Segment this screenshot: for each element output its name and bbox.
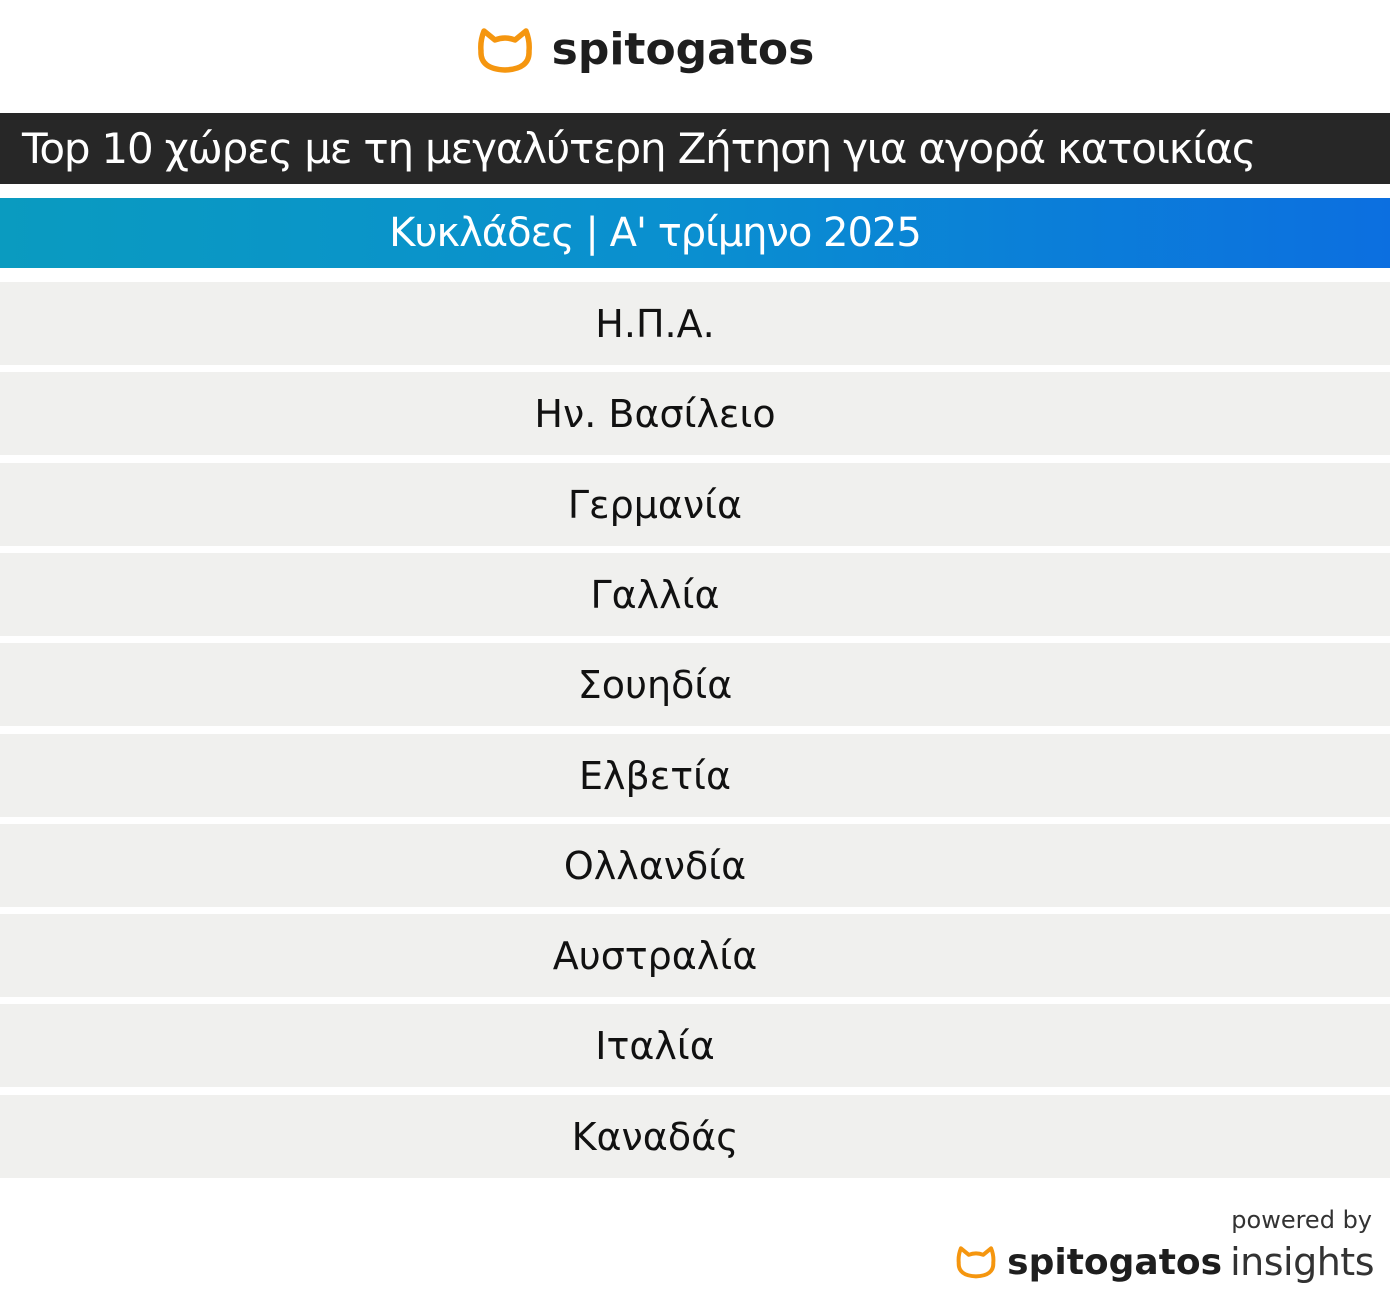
country-label: Ην. Βασίλειο <box>534 391 776 436</box>
table-row: Ολλανδία <box>0 824 1390 907</box>
table-row: Γερμανία <box>0 463 1390 546</box>
table-row: Ελβετία <box>0 734 1390 817</box>
cat-head-icon <box>477 27 532 73</box>
country-label: Γερμανία <box>567 482 743 527</box>
chart-subtitle: Κυκλάδες | Α' τρίμηνο 2025 <box>389 210 922 256</box>
subtitle-bar: Κυκλάδες | Α' τρίμηνο 2025 <box>0 198 1390 268</box>
country-label: Η.Π.Α. <box>595 301 715 346</box>
table-row: Ην. Βασίλειο <box>0 372 1390 455</box>
country-label: Ιταλία <box>595 1023 715 1068</box>
table-row: Αυστραλία <box>0 914 1390 997</box>
logo-group: spitogatos <box>476 24 815 75</box>
powered-by-text: powered by <box>1231 1206 1372 1234</box>
header-logo: spitogatos <box>0 24 1390 75</box>
country-label: Γαλλία <box>590 572 720 617</box>
country-label: Σουηδία <box>577 662 733 707</box>
table-row: Σουηδία <box>0 643 1390 726</box>
chart-title: Top 10 χώρες με τη μεγαλύτερη Ζήτηση για… <box>22 124 1256 173</box>
cat-head-icon <box>956 1246 996 1279</box>
footer-product-name: insights <box>1230 1240 1374 1284</box>
country-label: Αυστραλία <box>552 933 758 978</box>
table-row: Γαλλία <box>0 553 1390 636</box>
title-bar: Top 10 χώρες με τη μεγαλύτερη Ζήτηση για… <box>0 113 1390 184</box>
table-row: Ιταλία <box>0 1004 1390 1087</box>
country-label: Καναδάς <box>571 1114 739 1159</box>
footer-brand-name: spitogatos <box>1007 1241 1223 1283</box>
country-label: Ολλανδία <box>563 843 747 888</box>
footer: powered by spitogatos insights <box>955 1206 1374 1284</box>
country-label: Ελβετία <box>578 753 732 798</box>
table-row: Η.Π.Α. <box>0 282 1390 365</box>
footer-logo: spitogatos insights <box>955 1240 1374 1284</box>
brand-name: spitogatos <box>551 24 815 75</box>
table-row: Καναδάς <box>0 1095 1390 1178</box>
